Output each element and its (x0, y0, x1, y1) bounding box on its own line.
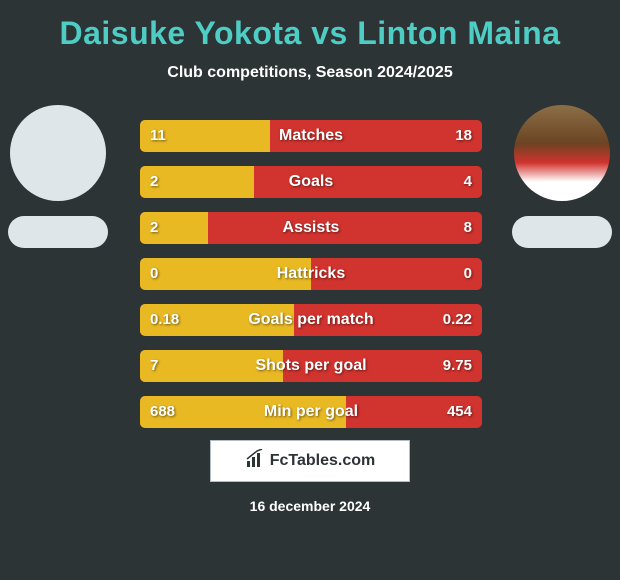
stat-row: 0Hattricks0 (140, 258, 482, 290)
date-text: 16 december 2024 (0, 498, 620, 514)
stats-container: 11Matches18 2Goals4 2Assists8 0Hattricks0 0.… (140, 120, 482, 442)
stat-value-right: 8 (464, 212, 472, 244)
stat-label: Goals per match (140, 304, 482, 336)
stat-label: Hattricks (140, 258, 482, 290)
stat-value-right: 0.22 (443, 304, 472, 336)
stat-value-right: 454 (447, 396, 472, 428)
stat-row: 0.18Goals per match0.22 (140, 304, 482, 336)
player-right-avatar (514, 105, 610, 201)
player-right-panel (512, 105, 612, 248)
logo-box[interactable]: FcTables.com (210, 440, 410, 482)
stat-row: 7Shots per goal9.75 (140, 350, 482, 382)
stat-row: 2Goals4 (140, 166, 482, 198)
logo-text: FcTables.com (270, 452, 376, 470)
stat-label: Matches (140, 120, 482, 152)
player-left-label (8, 216, 108, 248)
subtitle: Club competitions, Season 2024/2025 (0, 64, 620, 82)
stat-row: 688Min per goal454 (140, 396, 482, 428)
stat-label: Min per goal (140, 396, 482, 428)
chart-icon (245, 449, 265, 474)
player-right-label (512, 216, 612, 248)
stat-label: Assists (140, 212, 482, 244)
stat-value-right: 0 (464, 258, 472, 290)
stat-label: Goals (140, 166, 482, 198)
page-title: Daisuke Yokota vs Linton Maina (0, 0, 620, 52)
stat-row: 2Assists8 (140, 212, 482, 244)
player-left-panel (8, 105, 108, 248)
stat-row: 11Matches18 (140, 120, 482, 152)
player-left-avatar (10, 105, 106, 201)
player-photo-icon (514, 105, 610, 201)
stat-value-right: 4 (464, 166, 472, 198)
stat-label: Shots per goal (140, 350, 482, 382)
stat-value-right: 18 (455, 120, 472, 152)
stat-value-right: 9.75 (443, 350, 472, 382)
